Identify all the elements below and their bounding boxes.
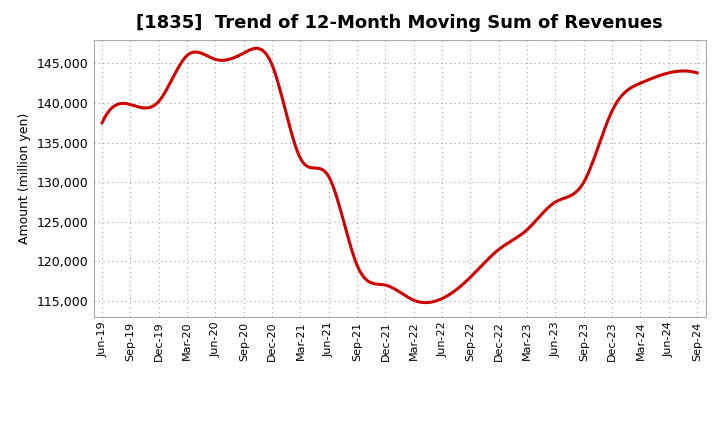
Title: [1835]  Trend of 12-Month Moving Sum of Revenues: [1835] Trend of 12-Month Moving Sum of R… (136, 15, 663, 33)
Y-axis label: Amount (million yen): Amount (million yen) (19, 113, 32, 244)
